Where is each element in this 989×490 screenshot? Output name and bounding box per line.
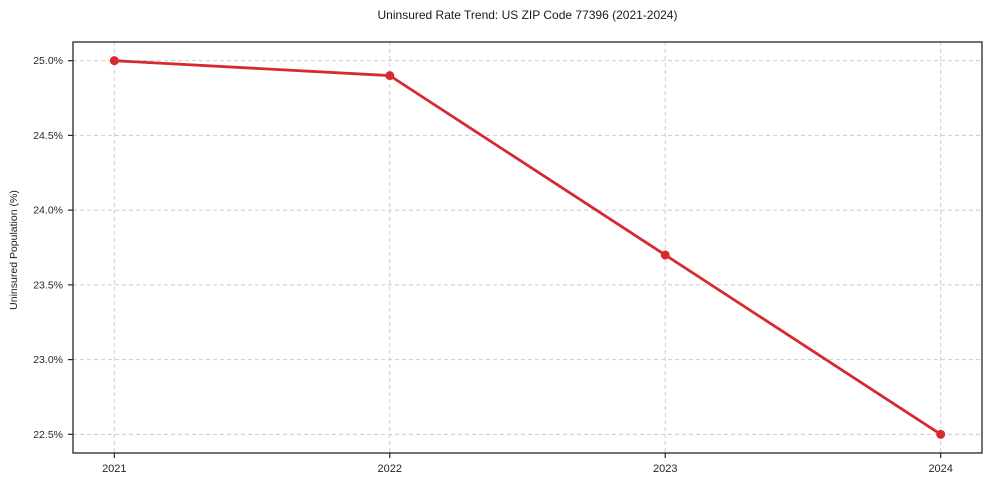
y-axis-label: Uninsured Population (%) [8,190,20,310]
chart-title: Uninsured Rate Trend: US ZIP Code 77396 … [377,8,678,22]
y-tick-label: 25.0% [33,55,63,67]
y-tick-label: 24.0% [33,205,63,217]
y-tick-label: 24.5% [33,130,63,142]
y-tick-label: 22.5% [33,429,63,441]
data-point-marker [936,429,946,439]
trend-line [112,59,943,436]
x-tick-label: 2021 [102,463,126,475]
data-point-marker [109,56,119,66]
y-tick-label: 23.5% [33,279,63,291]
x-tick-label: 2024 [928,463,952,475]
data-point-marker [385,71,395,81]
x-tick-label: 2023 [653,463,677,475]
y-tick-label: 23.0% [33,354,63,366]
plot-frame [72,41,983,454]
x-tick-label: 2022 [378,463,402,475]
data-point-marker [660,250,670,260]
